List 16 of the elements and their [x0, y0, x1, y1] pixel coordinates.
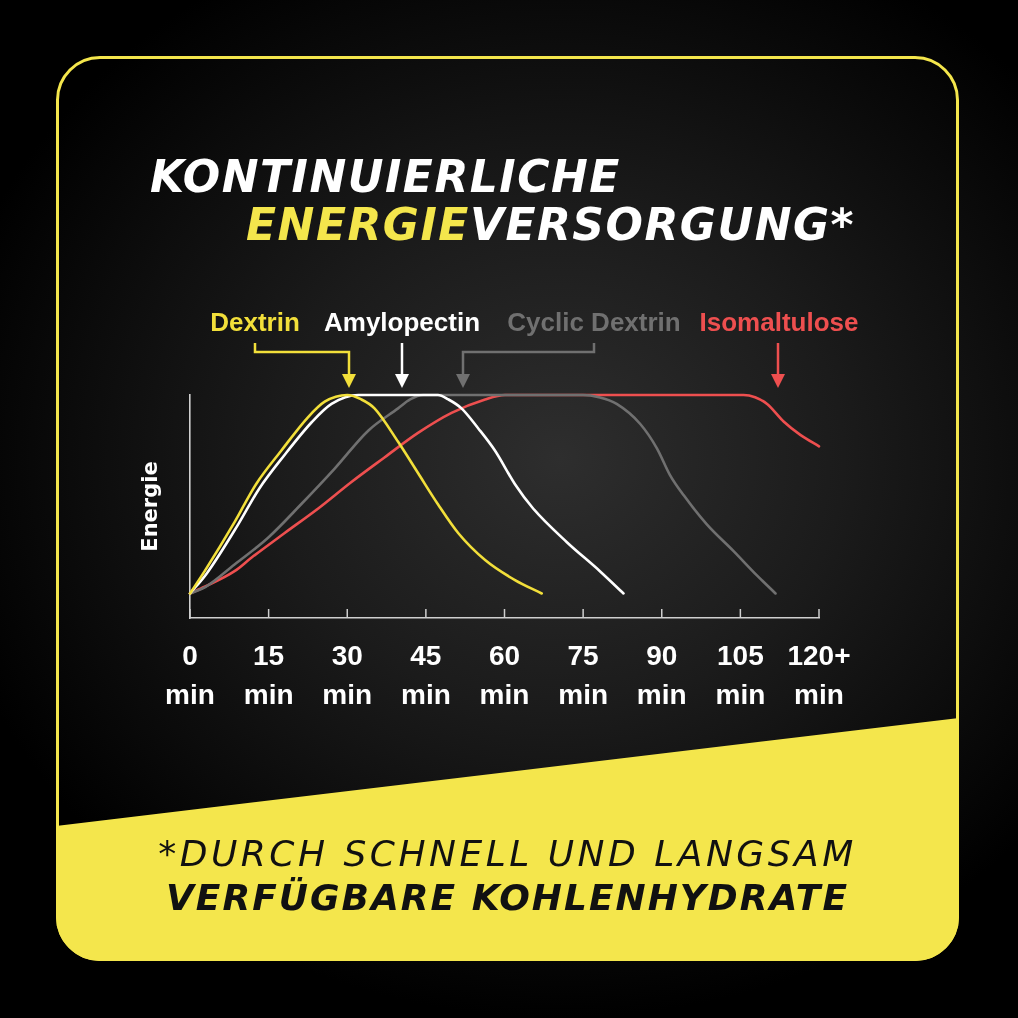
text: Dextrin — [210, 306, 300, 338]
text: *DURCH SCHNELL UND LANGSAM VERFÜGBARE KOHLENHYDRATE — [158, 832, 857, 920]
x-tick-label: 15 min — [243, 640, 294, 710]
x-tick-label: 105 min — [715, 640, 766, 710]
x-tick-label: 60 min — [479, 640, 530, 710]
x-tick-label: 45 min — [400, 640, 451, 710]
x-tick-label: 90 min — [636, 640, 687, 710]
text: Isomaltulose — [699, 306, 859, 338]
x-tick-label: 0 min — [165, 640, 215, 710]
x-tick-label: 75 min — [558, 640, 609, 710]
x-tick-label: 30 min — [322, 640, 373, 710]
y-axis-title: Energie — [138, 461, 163, 552]
text: Cyclic Dextrin — [507, 306, 681, 338]
text: Amylopectin — [323, 306, 481, 338]
chart-title: KONTINUIERLICHE ENERGIEVERSORGUNG* — [150, 151, 856, 250]
x-tick-label: 120+ min — [787, 640, 851, 710]
